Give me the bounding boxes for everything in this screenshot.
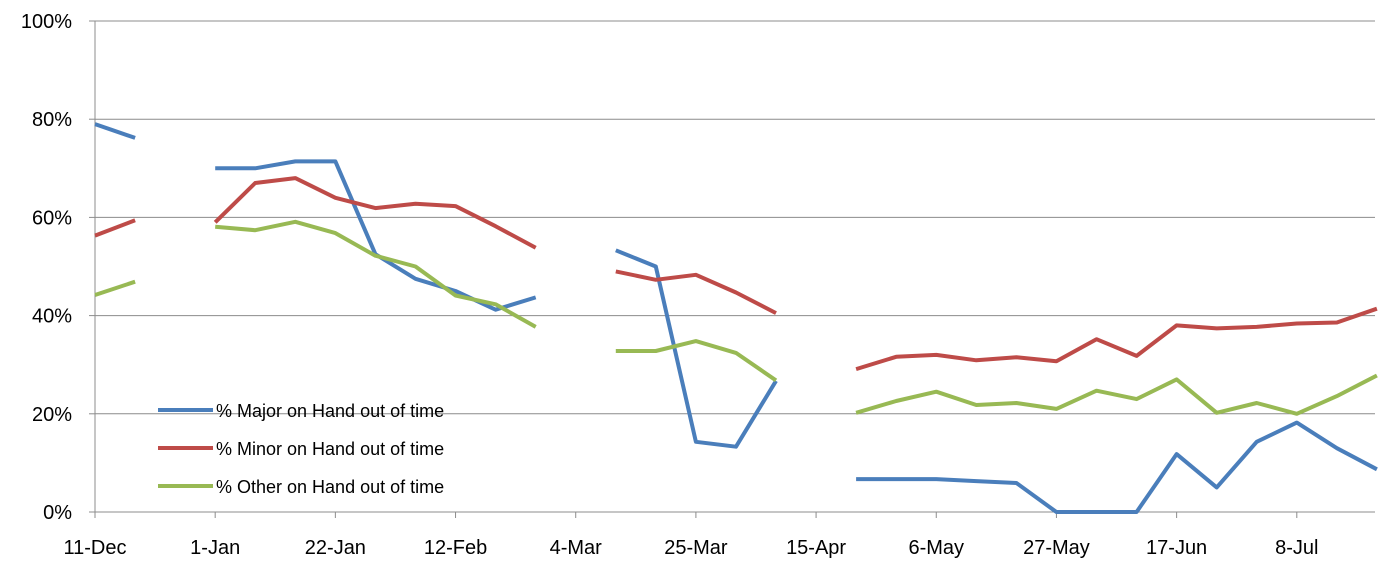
series-line-segment	[213, 176, 537, 250]
legend-item: % Major on Hand out of time	[158, 401, 444, 421]
y-tick-label: 80%	[32, 109, 72, 131]
series-3	[94, 219, 1378, 416]
x-tick-label: 11-Dec	[64, 537, 127, 559]
series-lines	[94, 122, 1378, 514]
x-tick-label: 4-Mar	[550, 537, 603, 559]
y-tick-label: 20%	[32, 404, 72, 426]
x-tick-label: 6-May	[908, 537, 964, 559]
x-tick-label: 25-Mar	[664, 537, 728, 559]
series-line-segment	[615, 269, 777, 315]
series-line-segment	[855, 306, 1378, 372]
x-tick-label: 12-Feb	[424, 537, 487, 559]
axes: 0% 20% 40% 60% 80% 100% 11-Dec 1-Jan 22-Jan 12-Fe…	[21, 11, 1375, 559]
legend-item: % Other on Hand out of time	[158, 477, 444, 497]
series-line-segment	[615, 248, 778, 449]
series-line-segment	[615, 339, 778, 383]
x-tick-label: 17-Jun	[1146, 537, 1207, 559]
legend-label: % Other on Hand out of time	[216, 477, 444, 497]
legend: % Major on Hand out of time % Minor on Ha…	[158, 401, 444, 497]
gridlines	[95, 20, 1375, 415]
legend-label: % Major on Hand out of time	[216, 401, 444, 421]
series-line-segment	[856, 420, 1378, 514]
series-line-segment	[855, 373, 1378, 416]
y-tick-label: 60%	[32, 207, 72, 229]
x-tick-label: 22-Jan	[305, 537, 366, 559]
y-tick-label: 40%	[32, 306, 72, 328]
legend-item: % Minor on Hand out of time	[158, 439, 444, 459]
x-tick-label: 8-Jul	[1275, 537, 1318, 559]
x-tick-label: 1-Jan	[190, 537, 240, 559]
x-tick-label: 15-Apr	[786, 537, 846, 559]
x-tick-label: 27-May	[1023, 537, 1090, 559]
series-line-segment	[94, 218, 136, 238]
series-line-segment	[215, 219, 537, 329]
legend-label: % Minor on Hand out of time	[216, 439, 444, 459]
y-tick-label: 0%	[43, 502, 72, 524]
series-line-segment	[94, 279, 136, 297]
series-2	[94, 176, 1378, 372]
series-line-segment	[94, 122, 136, 140]
y-tick-label: 100%	[21, 11, 72, 33]
